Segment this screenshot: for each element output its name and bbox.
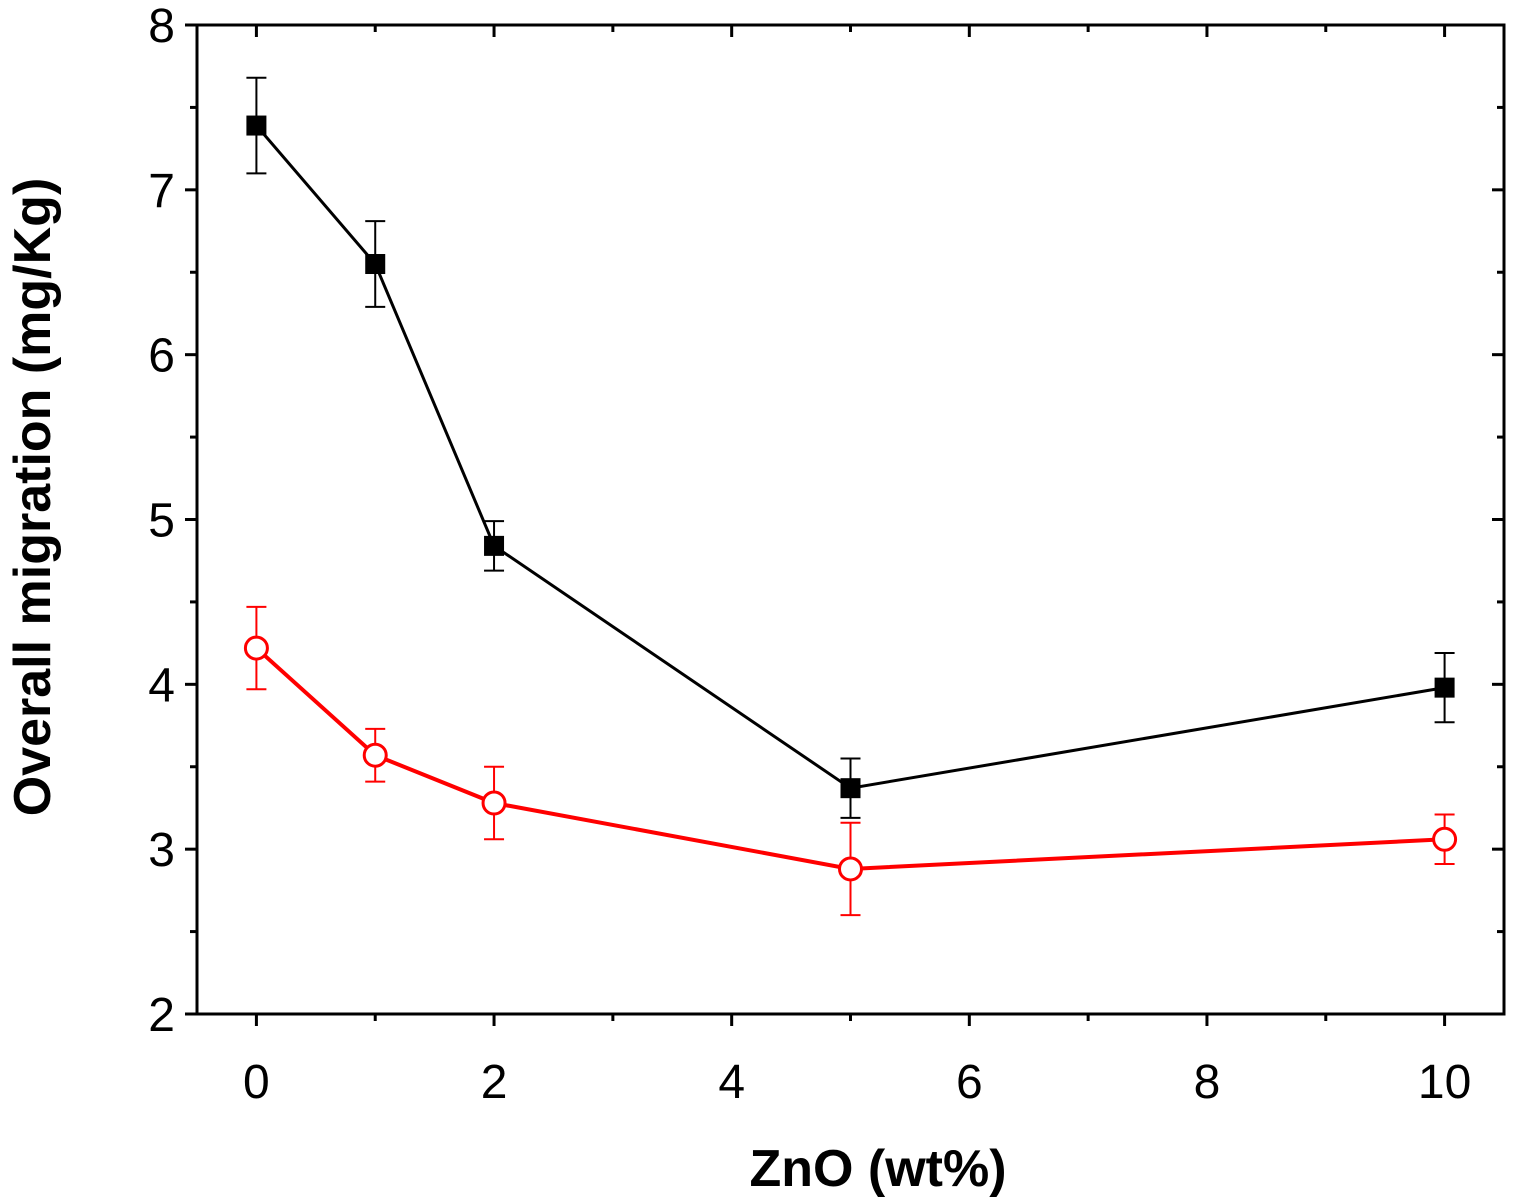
x-tick-label: 10 [1418,1056,1471,1109]
data-point [246,115,267,136]
x-tick-label: 4 [718,1056,745,1109]
x-axis-title: ZnO (wt%) [749,1140,1006,1198]
data-point [362,742,388,768]
data-point [365,254,386,275]
y-tick-label: 2 [148,989,175,1042]
x-tick-label: 2 [481,1056,508,1109]
axis-tick-labels: 0 2 4 6 8 10 2 3 4 5 6 7 8 [148,0,1471,1109]
data-point [838,856,863,882]
data-point [1434,677,1455,698]
data-point [484,535,505,556]
y-tick-label: 7 [148,165,175,218]
y-tick-label: 3 [148,824,175,877]
series-red-circles [243,605,1458,917]
x-tick-label: 8 [1194,1056,1221,1109]
series-black-squares-line [255,124,1445,790]
y-tick-label: 6 [148,330,175,383]
y-tick-label: 5 [148,495,175,548]
data-point [1432,826,1458,852]
y-tick-label: 8 [148,0,175,53]
data-point [243,635,269,661]
data-series [243,76,1458,917]
data-point [481,790,507,816]
axis-ticks [185,23,1504,1026]
x-tick-label: 0 [243,1056,270,1109]
y-axis-title: Overall migration (mg/Kg) [4,178,62,817]
series-black-squares [246,76,1455,819]
y-tick-label: 4 [148,659,175,712]
data-point [840,778,861,799]
x-tick-label: 6 [956,1056,983,1109]
